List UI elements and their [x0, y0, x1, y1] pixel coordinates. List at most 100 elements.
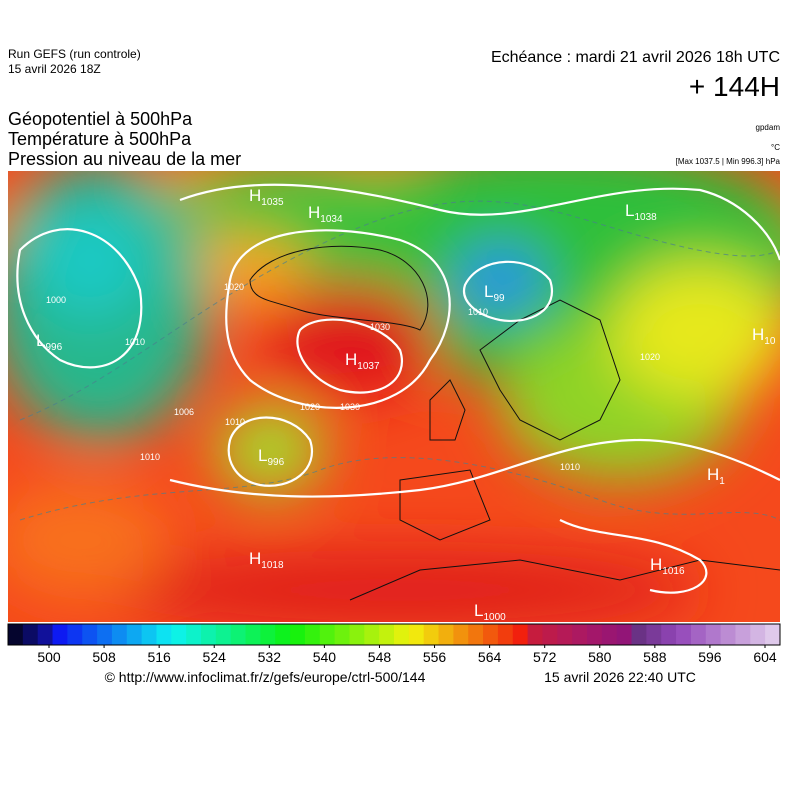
- pressure-center: H1037: [345, 350, 380, 372]
- pressure-center: H1034: [308, 203, 343, 225]
- center-kind: H: [345, 350, 357, 369]
- center-kind: H: [752, 325, 764, 344]
- title-2: Température à 500hPa: [8, 129, 192, 149]
- colorbar-cell: [260, 624, 276, 645]
- colorbar-tick-label: 524: [203, 649, 227, 665]
- colorbar-cell: [349, 624, 365, 645]
- colorbar-cell: [290, 624, 306, 645]
- colorbar-tick-label: 588: [643, 649, 667, 665]
- colorbar-cell: [601, 624, 618, 645]
- center-value: 1018: [261, 560, 284, 571]
- colorbar-cell: [37, 624, 54, 645]
- center-value: 1035: [261, 197, 284, 208]
- colorbar-cell: [616, 624, 633, 645]
- isobar-label: 1020: [300, 402, 320, 412]
- center-value: 1034: [320, 214, 343, 225]
- colorbar-cell: [82, 624, 98, 645]
- pressure-center: H1035: [249, 186, 284, 208]
- colorbar-cell: [765, 624, 781, 645]
- center-kind: L: [484, 282, 493, 301]
- pressure-center: L996: [258, 446, 285, 468]
- center-kind: L: [36, 331, 45, 350]
- title-1: Géopotentiel à 500hPa: [8, 109, 193, 129]
- colorbar-cell: [631, 624, 647, 645]
- run-date: 15 avril 2026 18Z: [8, 62, 101, 76]
- map: [8, 171, 780, 622]
- colorbar-cell: [379, 624, 395, 645]
- valid-time: Echéance : mardi 21 avril 2026 18h UTC: [491, 49, 780, 66]
- center-value: 996: [45, 342, 62, 353]
- colorbar-tick-label: 516: [147, 649, 171, 665]
- unit: °C: [771, 143, 780, 152]
- unit: gpdam: [756, 123, 781, 132]
- isobar-label: 1006: [174, 407, 194, 417]
- colorbar-cell: [750, 624, 766, 645]
- colorbar-cell: [423, 624, 440, 645]
- colorbar-cell: [557, 624, 573, 645]
- colorbar-cell: [67, 624, 83, 645]
- isobar-label: 1010: [560, 462, 580, 472]
- colorbar-cell: [22, 624, 39, 645]
- colorbar-cell: [646, 624, 662, 645]
- colorbar-cell: [245, 624, 261, 645]
- colorbar-cell: [156, 624, 172, 645]
- colorbar-cell: [141, 624, 157, 645]
- run: Run GEFS (run controle): [8, 47, 141, 61]
- colorbar-cell: [572, 624, 588, 645]
- min-max: [Max 1037.5 | Min 996.3] hPa: [676, 157, 781, 166]
- pressure-center: L1000: [474, 601, 506, 623]
- colorbar-cell: [542, 624, 558, 645]
- colorbar-tick-label: 532: [258, 649, 282, 665]
- isobar-labels: 1000 1010 1020 1030 1006 1010 1020 1030 1010 1010…: [46, 282, 660, 472]
- center-value: 1038: [634, 212, 657, 223]
- center-kind: L: [474, 601, 483, 620]
- colorbar-cell: [334, 624, 350, 645]
- isobar-label: 1030: [370, 322, 390, 332]
- colorbar-cell: [126, 624, 143, 645]
- pressure-center: L996: [36, 331, 63, 353]
- colorbar-frame: [7, 623, 781, 646]
- center-value: 1000: [483, 612, 506, 623]
- isobar-label: 1010: [468, 307, 488, 317]
- colorbar-cell: [8, 624, 24, 645]
- colorbar-cell: [705, 624, 722, 645]
- colorbar-cell: [438, 624, 454, 645]
- isobar-label: 1030: [340, 402, 360, 412]
- isobar-label: 1020: [640, 352, 660, 362]
- colorbar-cell: [319, 624, 336, 645]
- colorbar-cell: [230, 624, 247, 645]
- center-kind: H: [308, 203, 320, 222]
- colorbar-cell: [364, 624, 380, 645]
- colorbar-tick-label: 580: [588, 649, 612, 665]
- colorbar-cell: [587, 624, 603, 645]
- colorbar-cell: [720, 624, 736, 645]
- colorbar-tick-label: 548: [368, 649, 392, 665]
- pressure-center: H10: [752, 325, 776, 347]
- generated-time: 15 avril 2026 22:40 UTC: [544, 669, 696, 685]
- colorbar-cell: [497, 624, 514, 645]
- colorbar-tick-label: 500: [37, 649, 61, 665]
- center-value: 99: [493, 293, 505, 304]
- isobar-label: 1010: [140, 452, 160, 462]
- colorbar-cell: [512, 624, 529, 645]
- center-value: 1016: [662, 566, 685, 577]
- pressure-center: L99: [484, 282, 505, 304]
- colorbar-tick-label: 540: [313, 649, 337, 665]
- title-3: Pression au niveau de la mer: [8, 149, 241, 169]
- colorbar-cell: [527, 624, 543, 645]
- colorbar-cell: [186, 624, 202, 645]
- colorbar-cell: [304, 624, 321, 645]
- isobar-label: 1010: [225, 417, 245, 427]
- colorbar-cell: [215, 624, 232, 645]
- lead-time: + 144H: [689, 71, 780, 102]
- colorbar-cell: [735, 624, 751, 645]
- center-kind: H: [249, 549, 261, 568]
- colorbar-cell: [483, 624, 499, 645]
- colorbar-cell: [171, 624, 187, 645]
- colorbar-cell: [661, 624, 677, 645]
- colorbar-cell: [453, 624, 469, 645]
- center-value: 1: [719, 476, 725, 487]
- center-kind: L: [258, 446, 267, 465]
- colorbar-cell: [97, 624, 113, 645]
